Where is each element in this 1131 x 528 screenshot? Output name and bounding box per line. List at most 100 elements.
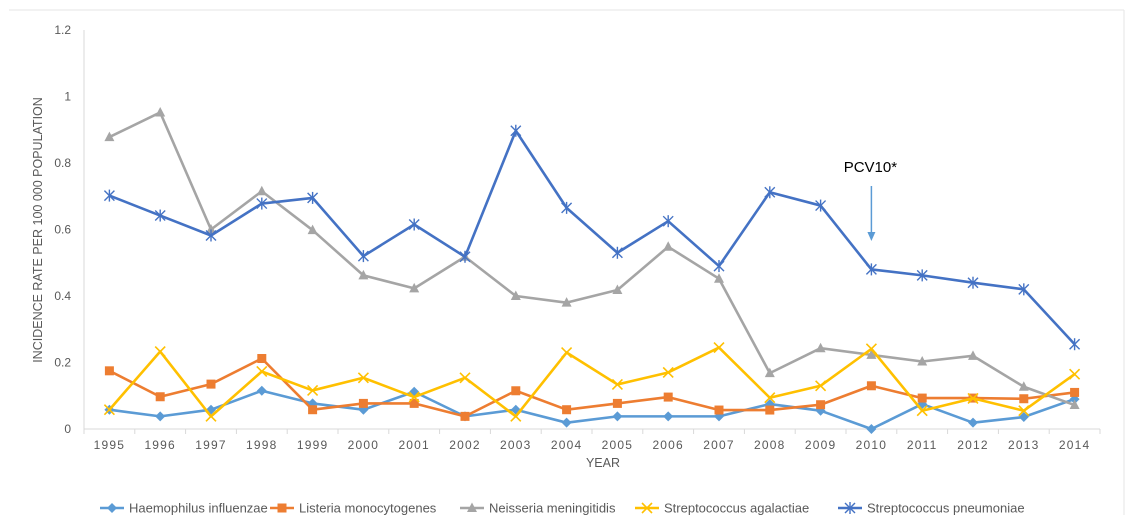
marker-shape [155, 106, 166, 117]
marker-shape [662, 366, 674, 379]
data-point [561, 417, 572, 428]
data-point [154, 209, 166, 222]
data-point [865, 263, 877, 276]
data-point [562, 405, 572, 415]
data-point [257, 354, 267, 364]
data-point [917, 393, 927, 403]
marker-shape [1018, 405, 1030, 417]
annotation-label: PCV10* [844, 159, 898, 176]
data-point [967, 276, 979, 289]
marker-shape [917, 393, 927, 403]
data-point [612, 411, 623, 422]
data-point [277, 503, 287, 513]
marker-shape [256, 365, 268, 378]
marker-shape [511, 386, 521, 396]
data-point [866, 349, 877, 359]
marker-shape [561, 346, 573, 359]
series-neisseria-meningitidis [104, 106, 1080, 410]
data-point [764, 392, 776, 404]
marker-shape [308, 405, 318, 415]
data-point [460, 411, 470, 421]
series-lines [103, 106, 1081, 434]
data-point [510, 124, 522, 137]
data-point [1069, 399, 1080, 410]
y-tick-label: 0.4 [54, 289, 71, 303]
data-point [256, 385, 267, 396]
data-point [714, 273, 724, 283]
data-point [663, 392, 673, 402]
x-tick-label: 2014 [1059, 438, 1091, 452]
data-point [1018, 283, 1030, 296]
marker-shape [256, 185, 267, 196]
data-point [815, 199, 827, 212]
marker-shape [358, 269, 369, 280]
data-point [206, 379, 216, 389]
marker-shape [866, 381, 876, 391]
x-tick-label: 2009 [805, 438, 837, 452]
marker-shape [256, 385, 267, 396]
data-point [815, 342, 826, 353]
data-point [256, 365, 268, 378]
marker-shape [815, 342, 826, 353]
legend-item: Streptococcus agalactiae [635, 501, 809, 516]
marker-shape [714, 273, 724, 283]
marker-shape [968, 417, 978, 428]
data-point [561, 346, 573, 359]
data-point [713, 341, 725, 354]
legend-item: Listeria monocytogenes [270, 501, 437, 516]
data-point [256, 185, 267, 196]
marker-shape [205, 410, 217, 422]
x-tick-label: 2001 [398, 438, 430, 452]
annotation-arrow-head [867, 232, 876, 241]
data-point [408, 391, 420, 403]
data-point [968, 350, 978, 360]
marker-shape [1018, 412, 1029, 423]
legend-label: Neisseria meningitidis [489, 501, 616, 516]
marker-shape [409, 398, 419, 408]
data-point [612, 284, 623, 295]
marker-shape [460, 411, 470, 421]
marker-shape [409, 282, 420, 293]
marker-shape [104, 366, 114, 376]
marker-shape [612, 411, 623, 422]
legend-item: Streptococcus pneumoniae [838, 501, 1025, 516]
marker-shape [764, 367, 775, 378]
data-point [714, 405, 724, 415]
marker-shape [816, 400, 826, 410]
data-point [357, 250, 369, 263]
data-point [662, 366, 674, 379]
data-point [409, 398, 419, 408]
data-point [611, 246, 623, 259]
data-point [409, 282, 420, 293]
data-point [916, 405, 928, 417]
series-line [108, 129, 1076, 346]
data-point [917, 356, 928, 366]
series-streptococcus-agalactiae [103, 341, 1081, 422]
data-point [1019, 394, 1029, 404]
marker-shape [257, 354, 267, 364]
data-point [459, 372, 471, 384]
series-line [108, 357, 1075, 418]
data-point [844, 502, 856, 514]
marker-shape [561, 417, 572, 428]
data-point [205, 229, 217, 242]
data-point [764, 367, 775, 378]
series-line [108, 111, 1076, 407]
marker-shape [358, 398, 368, 408]
marker-shape [663, 411, 674, 422]
x-tick-label: 1995 [94, 438, 126, 452]
marker-shape [764, 392, 776, 404]
data-point [308, 405, 318, 415]
data-point [815, 380, 827, 392]
x-tick-label: 2012 [957, 438, 989, 452]
x-tick-label: 2004 [551, 438, 583, 452]
data-point [1018, 405, 1030, 417]
data-point [206, 224, 216, 234]
x-tick-label: 1996 [144, 438, 176, 452]
axes: 0 0.2 0.4 0.6 0.8 1 1.2 1995 1996 1997 1998 1999 200… [54, 23, 1101, 452]
data-point [1018, 381, 1029, 391]
series-line [108, 346, 1076, 418]
data-point [510, 290, 521, 300]
data-point [1018, 412, 1029, 423]
